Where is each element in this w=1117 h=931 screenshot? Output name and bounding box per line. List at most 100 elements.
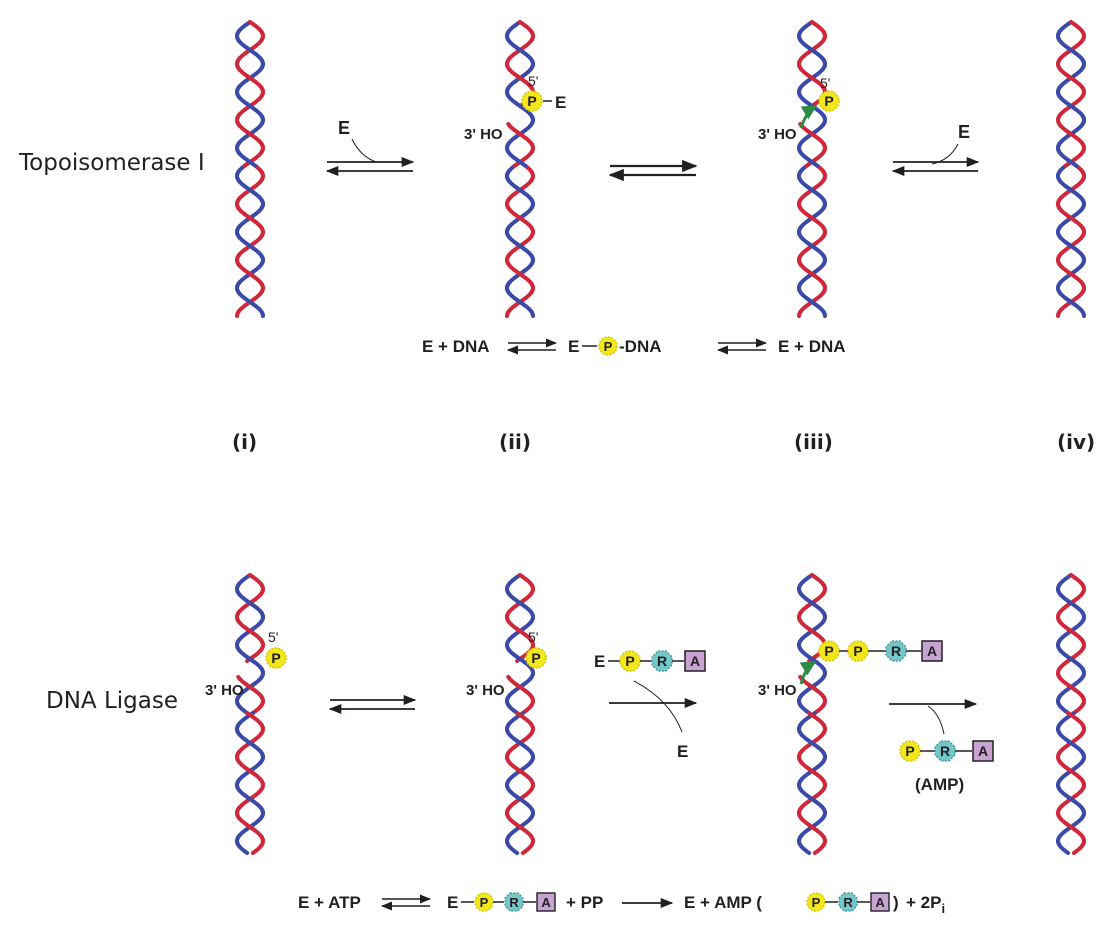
ribose-icon: R xyxy=(838,892,858,912)
nucleophilic-attack-arrow xyxy=(799,104,818,129)
equation-enzyme: E xyxy=(594,652,605,671)
phosphate-label: P xyxy=(527,93,536,109)
ribose-icon: R xyxy=(504,892,524,912)
ribose-label: R xyxy=(940,743,950,759)
phosphate-icon: P xyxy=(525,647,547,669)
five-prime-label: 5' xyxy=(268,629,278,645)
enzyme-label: E xyxy=(958,122,970,142)
phosphate-icon: P xyxy=(521,90,543,112)
phosphate-icon: P xyxy=(474,892,494,912)
phosphate-icon: P xyxy=(806,892,826,912)
dna-helix-topo-i xyxy=(235,20,265,318)
dna-helix-topo-iii xyxy=(797,20,827,318)
three-prime-oh-label: 3' HO xyxy=(758,682,797,699)
adenylated-dna-end: P P R A xyxy=(818,640,943,662)
equilibrium-arrows xyxy=(891,156,980,177)
phosphate-label: P xyxy=(480,895,489,910)
equation-enzyme: E xyxy=(447,893,458,912)
amp-release-curve xyxy=(927,705,945,735)
topoisomerase-equation: E + DNA E P -DNA E + DNA xyxy=(422,336,846,356)
phosphate-label: P xyxy=(824,643,833,659)
amp-label: (AMP) xyxy=(915,775,964,794)
step-label-i: (i) xyxy=(232,430,258,454)
ribose-label: R xyxy=(891,643,901,659)
three-prime-oh-label: 3' HO xyxy=(758,126,797,143)
step-label-iii: (iii) xyxy=(794,430,833,454)
adenine-icon: A xyxy=(684,650,706,672)
equilibrium-arrows xyxy=(608,159,698,182)
enzyme-amp-adduct: E P R A xyxy=(594,650,706,672)
ligase-equation: E + ATP E P R A + PP E + AMP ( P R xyxy=(298,892,945,916)
step-label-iv: (iv) xyxy=(1057,430,1096,454)
phosphate-icon: P xyxy=(899,740,921,762)
adenine-icon: A xyxy=(870,892,890,912)
dna-strand-segment xyxy=(1071,849,1079,855)
adenine-label: A xyxy=(541,895,551,910)
phosphate-icon: P xyxy=(598,336,618,356)
phosphate-label: P xyxy=(625,653,634,669)
ligase-row-label: DNA Ligase xyxy=(46,688,178,714)
amp-product: P R A (AMP) xyxy=(899,740,994,794)
ribose-icon: R xyxy=(885,640,907,662)
topoisomerase-row-label: Topoisomerase I xyxy=(19,150,205,176)
nucleophilic-attack-arrow xyxy=(799,660,817,685)
dna-helix-topo-iv xyxy=(1056,20,1086,318)
adenine-icon: A xyxy=(921,640,943,662)
phosphate-icon: P xyxy=(818,640,840,662)
enzyme-release-curve xyxy=(633,680,683,733)
dna-strand-segment xyxy=(242,849,250,855)
ribose-icon: R xyxy=(651,650,673,672)
phosphate-label: P xyxy=(905,743,914,759)
dna-helix-ligase-iii xyxy=(797,573,827,855)
equation-products: E + AMP ( xyxy=(684,893,762,912)
phosphate-icon: P xyxy=(818,90,840,112)
dna-strand-segment xyxy=(520,849,528,855)
equation-pyrophosphate: + PP xyxy=(566,893,603,912)
adenine-label: A xyxy=(875,895,885,910)
dna-helix-ligase-ii xyxy=(505,573,535,855)
enzyme-label: E xyxy=(555,93,566,112)
phosphate-icon: P xyxy=(265,647,287,669)
equation-phosphate-tail: + 2Pi xyxy=(906,893,945,916)
phosphate-label: P xyxy=(531,650,540,666)
equation-products: E + DNA xyxy=(778,337,846,356)
dna-helix-ligase-i xyxy=(235,573,265,855)
ribose-label: R xyxy=(657,653,667,669)
equation-enzyme: E xyxy=(568,337,579,356)
equilibrium-arrows xyxy=(325,156,415,177)
adenine-icon: A xyxy=(536,892,556,912)
three-prime-oh-label: 3' HO xyxy=(205,682,244,699)
adenine-label: A xyxy=(690,653,700,669)
equation-reactants: E + DNA xyxy=(422,337,490,356)
adenine-icon: A xyxy=(972,740,994,762)
dna-strand-segment xyxy=(1063,849,1071,855)
equation-close-paren: ) xyxy=(893,893,899,912)
dna-strand-segment xyxy=(512,849,520,855)
phosphate-label: P xyxy=(812,895,821,910)
enzyme-exit-curve xyxy=(931,143,959,165)
dna-strand-segment xyxy=(804,849,812,855)
ribose-label: R xyxy=(509,895,519,910)
enzyme-label: E xyxy=(677,742,688,761)
three-prime-oh-label: 3' HO xyxy=(466,682,505,699)
dna-helix-topo-ii xyxy=(505,20,535,318)
adenine-label: A xyxy=(978,743,988,759)
dna-strand-segment xyxy=(250,849,258,855)
phosphate-label: P xyxy=(853,643,862,659)
equation-reactants: E + ATP xyxy=(298,893,361,912)
dna-helix-ligase-iv xyxy=(1056,573,1086,855)
enzyme-label: E xyxy=(338,118,350,138)
adenine-label: A xyxy=(927,643,937,659)
five-prime-label: 5' xyxy=(528,629,538,645)
five-prime-label: 5' xyxy=(820,75,830,91)
equilibrium-arrows xyxy=(328,694,417,715)
dna-strand-segment xyxy=(812,849,820,855)
phosphate-icon: P xyxy=(619,650,641,672)
phosphate-label: P xyxy=(271,650,280,666)
three-prime-oh-label: 3' HO xyxy=(464,126,503,143)
phosphate-icon: P xyxy=(847,640,869,662)
ribose-icon: R xyxy=(934,740,956,762)
enzyme-entry-curve xyxy=(351,138,377,163)
phosphate-label: P xyxy=(604,339,613,354)
